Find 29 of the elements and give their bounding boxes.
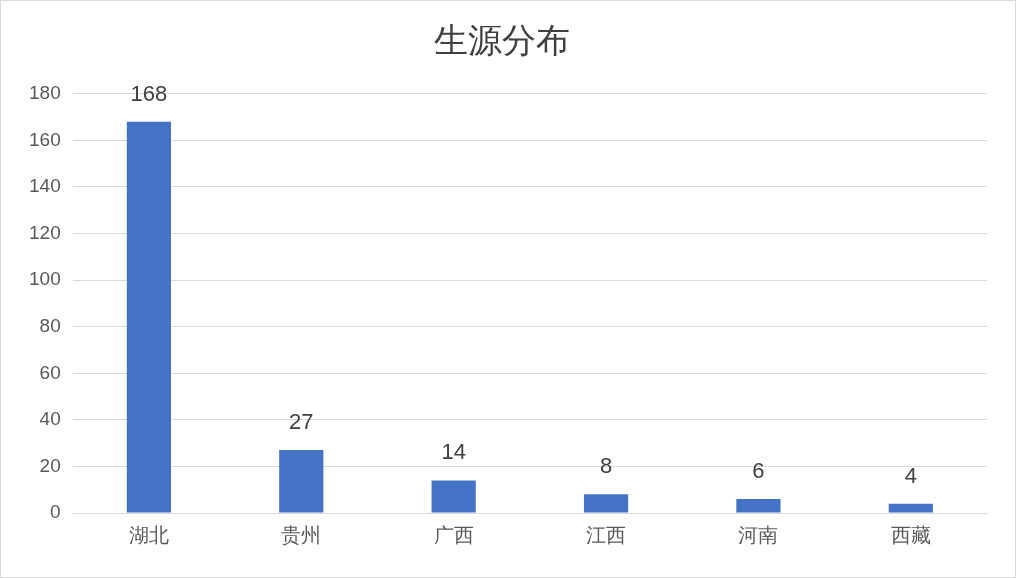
bar [583, 494, 629, 513]
data-label: 8 [599, 453, 613, 479]
data-label: 14 [441, 439, 466, 465]
x-tick-label: 湖北 [128, 523, 169, 548]
y-tick-label: 100 [29, 268, 61, 290]
y-tick-label: 140 [29, 175, 61, 197]
y-tick-label: 0 [50, 501, 61, 523]
y-tick-label: 120 [29, 221, 61, 243]
chart-title: 生源分布 [434, 20, 570, 61]
data-label: 6 [752, 458, 765, 484]
y-tick-label: 40 [39, 408, 61, 430]
data-label: 4 [904, 462, 917, 488]
bar [431, 480, 476, 513]
x-tick-label: 广西 [433, 523, 474, 548]
y-tick-label: 180 [29, 82, 61, 104]
y-tick-label: 80 [39, 314, 61, 336]
y-tick-label: 160 [29, 128, 61, 150]
x-tick-label: 河南 [738, 523, 779, 548]
data-label: 168 [130, 80, 168, 106]
bar [736, 499, 781, 513]
data-label: 27 [289, 409, 314, 435]
x-tick-label: 西藏 [890, 523, 931, 548]
x-tick-label: 贵州 [281, 523, 322, 548]
y-tick-label: 60 [39, 361, 61, 383]
bar [279, 450, 324, 513]
bar [126, 121, 171, 513]
y-tick-label: 20 [39, 454, 61, 476]
bar [888, 503, 933, 513]
x-tick-label: 江西 [586, 523, 627, 548]
